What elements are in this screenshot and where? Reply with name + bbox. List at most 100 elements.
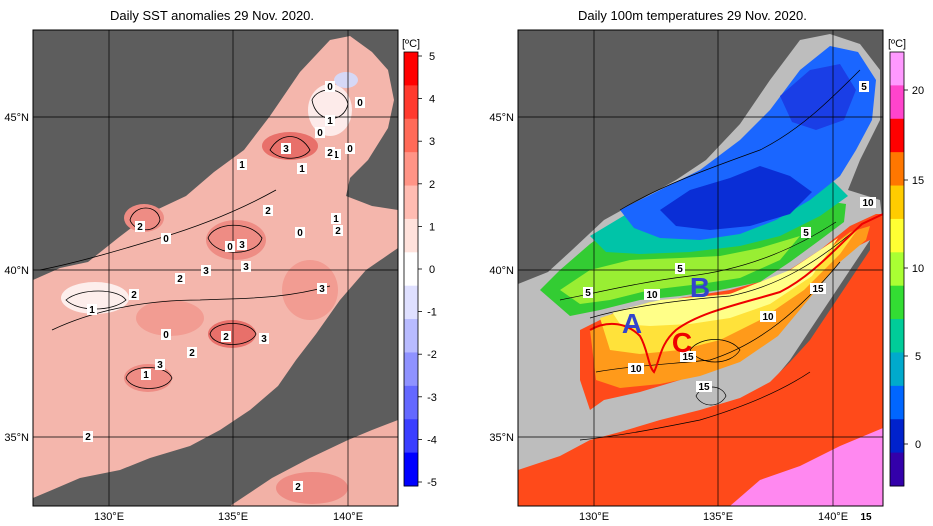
contour-value-label: 10 [862, 198, 874, 209]
anomaly-patch [206, 220, 266, 260]
colorbar-100m-temperature: [ºC] 20 15 10 5 0 [888, 38, 924, 487]
latitude-label: 40°N [489, 265, 514, 277]
colorbar-tick-label: 20 [912, 85, 924, 97]
contour-label-bg [161, 233, 171, 244]
contour-value-label: 0 [163, 330, 169, 341]
contour-label-bg [325, 147, 335, 158]
anomaly-patch [276, 472, 348, 504]
longitude-labels: 130°E 135°E 140°E [579, 511, 848, 523]
contour-label-bg [583, 287, 593, 298]
colorbar-segment [404, 52, 418, 86]
colorbar-segment [890, 218, 904, 253]
contour-value-label: 2 [189, 348, 195, 359]
colorbar-segment [404, 385, 418, 420]
contour-label-bg [675, 263, 685, 274]
colorbar-segment [404, 319, 418, 353]
contour-value-label: 5 [803, 228, 809, 239]
colorbar-tick-label: 0 [429, 264, 435, 276]
contour-label-bg [83, 431, 93, 442]
contour-value-label: 0 [347, 144, 353, 155]
latitude-label: 35°N [489, 432, 514, 444]
contour-label-bg [187, 347, 197, 358]
colorbar-segment [890, 285, 904, 320]
anomaly-patch-neutral [61, 282, 129, 314]
kuroshio-area [730, 428, 883, 506]
anomaly-patch [124, 204, 164, 232]
contour-label-bg [161, 329, 171, 340]
contour-label-bg [696, 381, 712, 392]
contour-value-label: 0 [327, 82, 333, 93]
map-title-100m-temperature: Daily 100m temperatures 29 Nov. 2020. [578, 8, 807, 23]
contour-value-label: 2 [131, 290, 137, 301]
colorbar-segment [404, 419, 418, 454]
colorbar-tick-label: 10 [912, 263, 924, 275]
contour-value-label: 2 [327, 148, 333, 159]
contour-value-label: 3 [261, 334, 267, 345]
contour-label-bg [237, 159, 247, 170]
anomaly-patch-neutral [308, 84, 352, 136]
contour-label-bg [87, 304, 97, 315]
contour-label-bg [315, 127, 325, 138]
contour-label-bg [644, 289, 660, 300]
colorbar-tick-label: 3 [429, 136, 435, 148]
contour-value-label: 2 [265, 206, 271, 217]
colorbar-segment [404, 452, 418, 487]
contour-value-label: 3 [283, 144, 289, 155]
colorbar-segment [404, 185, 418, 220]
contour-value-label: 0 [227, 242, 233, 253]
contour-label-bg [628, 363, 644, 374]
cold-core-area [660, 166, 812, 230]
pacific-area [230, 420, 398, 506]
contour-label-bg [331, 149, 341, 160]
contour-label-bg [263, 205, 273, 216]
latitude-label: 40°N [4, 265, 29, 277]
contour-value-label: 0 [317, 128, 323, 139]
contour-value-label: 0 [163, 234, 169, 245]
colorbar-tick-label: -5 [427, 477, 437, 489]
contour-value-label: 1 [299, 164, 305, 175]
contour-label-bg [680, 351, 696, 362]
colorbar-unit: [ºC] [402, 38, 420, 50]
latitude-labels: 45°N 40°N 35°N [4, 112, 29, 444]
anomaly-patch [136, 300, 204, 336]
colorbar-segment [890, 452, 904, 487]
contour-value-label: 3 [157, 360, 163, 371]
colorbar-segment [890, 419, 904, 454]
colorbar-tick-label: -2 [427, 349, 437, 361]
contour-label-bg [297, 163, 307, 174]
contour-value-label: 10 [762, 312, 774, 323]
colorbar-segment [404, 118, 418, 153]
graticule [518, 30, 883, 506]
anomaly-patch [208, 320, 256, 348]
contour-lines [559, 69, 861, 441]
colorbar-segment [404, 152, 418, 187]
contour-label-bg [141, 369, 151, 380]
contour-value-label: 1 [333, 150, 339, 161]
map-frame [517, 29, 884, 507]
colorbar-segment [890, 252, 904, 287]
contour-value-label: 15 [812, 284, 824, 295]
contour-label-bg [858, 511, 874, 522]
contour-label-bg [201, 265, 211, 276]
colorbar-segment [404, 352, 418, 387]
contour-label-bg [155, 359, 165, 370]
contour-label-bg [325, 115, 335, 126]
contour-label-bg [225, 241, 235, 252]
colorbar-segment [890, 52, 904, 86]
contour-label-bg [175, 273, 185, 284]
contour-value-label: 5 [677, 264, 683, 275]
contour-label-bg [135, 221, 145, 232]
colorbar-segment [890, 319, 904, 353]
colorbar-tick-label: 1 [429, 221, 435, 233]
colorbar-segment [890, 152, 904, 187]
contour-value-labels: 5 10 5 5 5 10 15 10 15 10 15 15 [583, 81, 876, 523]
colorbar-segment [404, 252, 418, 287]
latitude-label: 45°N [4, 112, 29, 124]
front-line [589, 213, 883, 374]
contour-value-label: 1 [239, 160, 245, 171]
contour-value-label: 0 [297, 228, 303, 239]
contour-label-bg [355, 97, 365, 108]
region-labels: A BC [622, 272, 710, 358]
longitude-labels: 130°E 135°E 140°E [94, 511, 363, 523]
